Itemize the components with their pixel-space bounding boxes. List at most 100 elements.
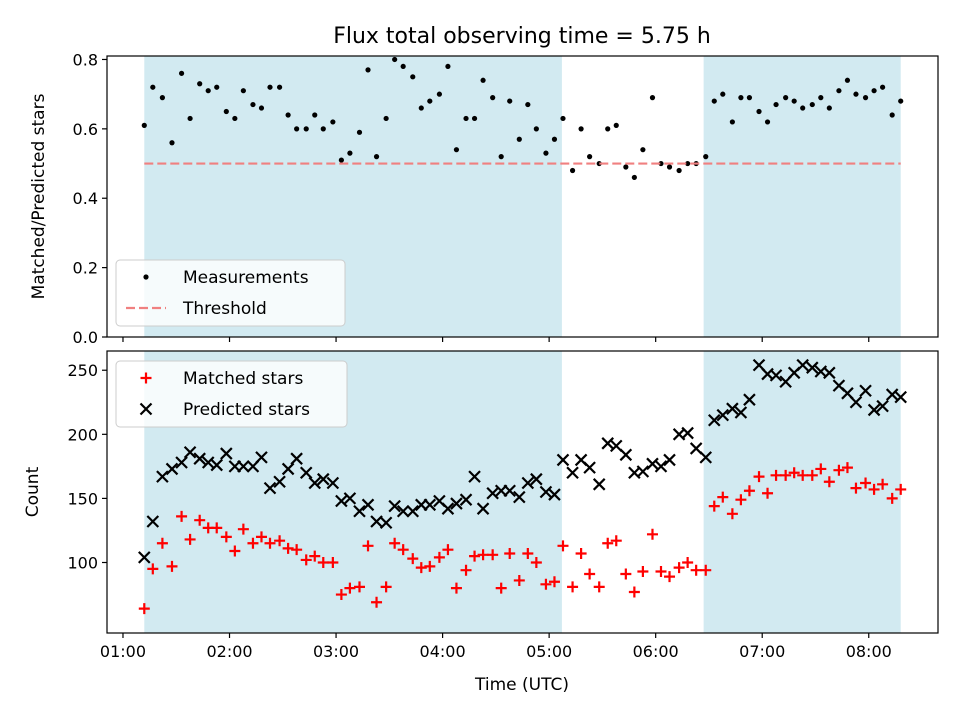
- data-point: [317, 557, 329, 568]
- data-point: [240, 88, 246, 94]
- data-point: [658, 160, 664, 167]
- data-point: [498, 154, 504, 160]
- data-point: [450, 582, 462, 594]
- data-point: [276, 84, 283, 90]
- data-point: [232, 115, 238, 122]
- data-point: [551, 136, 558, 142]
- data-point: [138, 551, 151, 564]
- data-point: [282, 542, 294, 554]
- data-point: [291, 544, 303, 556]
- data-point: [316, 472, 330, 486]
- data-point: [663, 453, 676, 467]
- data-point: [646, 457, 659, 471]
- data-point: [356, 129, 363, 135]
- data-point: [229, 545, 241, 557]
- data-point: [156, 470, 169, 483]
- data-point: [362, 540, 374, 552]
- data-point: [584, 568, 596, 580]
- data-point: [263, 481, 277, 495]
- plot-frame: [106, 350, 939, 634]
- data-point: [471, 115, 478, 122]
- data-point: [729, 119, 735, 125]
- chart-title: Flux total observing time = 5.75 h: [333, 24, 711, 49]
- data-point: [410, 74, 416, 80]
- legend-label: Matched stars: [183, 369, 303, 389]
- data-point: [486, 487, 499, 500]
- data-point: [735, 494, 747, 506]
- data-point: [575, 548, 587, 560]
- data-point: [619, 448, 633, 462]
- data-point: [406, 504, 420, 518]
- data-point: [664, 571, 676, 583]
- data-point: [147, 563, 159, 575]
- data-point: [344, 582, 356, 594]
- legend: Measurements Threshold: [115, 259, 346, 327]
- data-point: [178, 70, 185, 76]
- legend: Matched stars Predicted stars: [115, 360, 348, 428]
- data-point: [877, 478, 889, 490]
- data-point: [183, 445, 197, 459]
- data-point: [587, 154, 593, 160]
- data-point: [460, 564, 472, 576]
- data-point: [791, 98, 797, 104]
- data-point: [327, 557, 339, 568]
- data-point: [247, 537, 259, 549]
- data-point: [521, 476, 535, 490]
- data-point: [255, 531, 267, 543]
- data-point: [264, 537, 276, 549]
- data-point: [223, 108, 229, 115]
- data-point: [871, 88, 877, 94]
- data-point: [258, 105, 265, 111]
- plot-frame: [106, 55, 939, 338]
- data-point: [169, 140, 175, 146]
- data-point: [211, 522, 223, 534]
- data-point: [530, 472, 543, 486]
- x-tick-label: 06:00: [633, 642, 679, 661]
- data-point: [543, 150, 549, 156]
- series-predicted-stars: [138, 358, 907, 564]
- data-point: [610, 535, 622, 547]
- data-point: [433, 551, 445, 563]
- data-point: [699, 451, 713, 464]
- data-point: [860, 477, 872, 489]
- data-point: [436, 91, 442, 97]
- data-point: [898, 98, 904, 104]
- data-point: [548, 488, 561, 501]
- data-point: [746, 95, 753, 101]
- data-point: [764, 119, 771, 125]
- data-point: [383, 115, 389, 122]
- x-tick-label: 02:00: [206, 642, 252, 661]
- data-point: [299, 466, 313, 480]
- data-point: [281, 462, 295, 476]
- data-point: [361, 498, 375, 512]
- data-point: [194, 514, 206, 526]
- x-tick-label: 01:00: [100, 642, 146, 661]
- data-point: [220, 531, 232, 543]
- data-point: [780, 469, 792, 481]
- data-point: [442, 544, 454, 556]
- data-point: [876, 399, 889, 413]
- data-point: [726, 402, 739, 415]
- data-point: [468, 470, 481, 483]
- data-point: [400, 63, 406, 70]
- y-tick-label: 0.6: [73, 120, 98, 139]
- data-point: [418, 105, 424, 111]
- data-point: [320, 126, 326, 132]
- data-point: [809, 101, 815, 108]
- y-tick-label: 0.8: [73, 50, 98, 69]
- data-point: [711, 98, 717, 104]
- data-point: [477, 549, 489, 561]
- data-point: [850, 482, 862, 494]
- observing-window-shade: [703, 351, 901, 633]
- y-axis-label: Count: [23, 466, 43, 517]
- data-point: [556, 453, 570, 467]
- data-point: [818, 95, 824, 101]
- data-point: [726, 508, 738, 520]
- data-point: [525, 101, 531, 108]
- data-point: [453, 147, 460, 153]
- legend-label: Measurements: [183, 268, 309, 288]
- data-point: [338, 157, 344, 163]
- y-axis-label: Matched/Predicted stars: [29, 93, 49, 299]
- data-point: [220, 447, 233, 460]
- data-point: [441, 502, 455, 515]
